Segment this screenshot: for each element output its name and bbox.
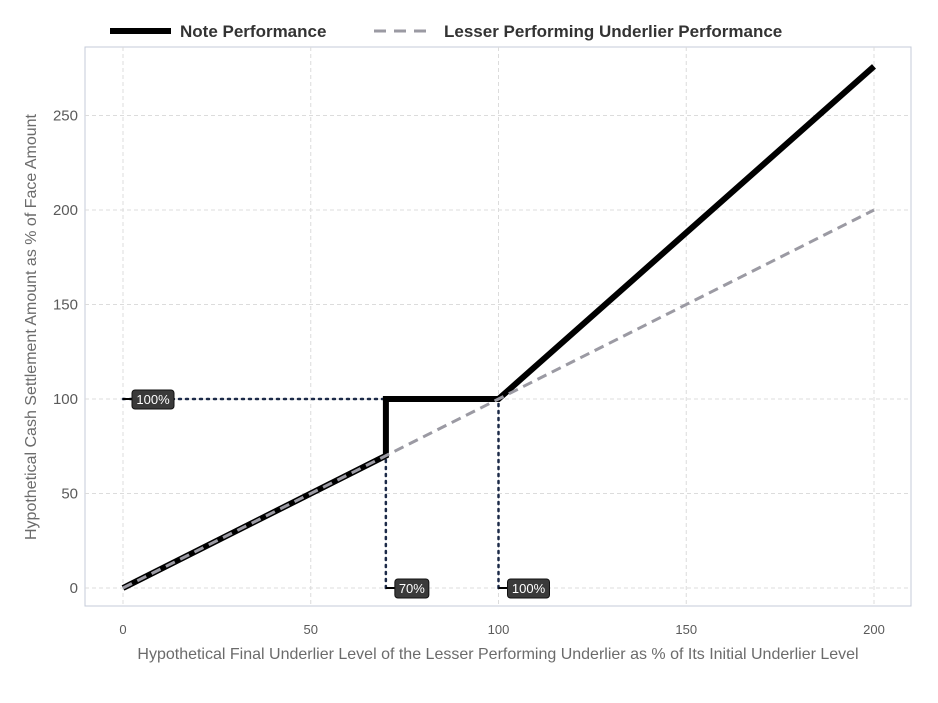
- y-tick-label: 250: [53, 108, 78, 125]
- gridlines: [85, 47, 911, 606]
- y-axis-ticks: 0 50 100 150 200 250: [53, 108, 78, 598]
- y-tick-label: 100: [53, 391, 78, 408]
- annotation-badge: [131, 389, 175, 410]
- annotation-badge: [394, 578, 430, 599]
- y-tick-label: 200: [53, 202, 78, 219]
- legend-label-note-performance: Note Performance: [180, 22, 326, 41]
- x-axis-ticks: 0 50 100 150 200: [119, 622, 884, 637]
- annotation-label: 100%: [512, 581, 546, 596]
- x-tick-label: 150: [675, 622, 697, 637]
- annotation-badge: [507, 578, 550, 599]
- annotation-layer: 100% 70% 100%: [123, 389, 550, 599]
- x-axis-title: Hypothetical Final Underlier Level of th…: [137, 646, 858, 663]
- annotation-label: 100%: [136, 392, 170, 407]
- y-tick-label: 50: [61, 486, 78, 503]
- series-line-underlier-performance: [122, 208, 875, 590]
- legend-label-underlier-performance: Lesser Performing Underlier Performance: [444, 22, 782, 41]
- annotation-label: 70%: [399, 581, 425, 596]
- reference-lines: [121, 397, 500, 590]
- x-tick-label: 200: [863, 622, 885, 637]
- series-layer: [121, 64, 876, 591]
- x-tick-label: 100: [488, 622, 510, 637]
- x-tick-label: 50: [304, 622, 318, 637]
- y-axis-title: Hypothetical Cash Settlement Amount as %…: [23, 113, 40, 540]
- y-tick-label: 0: [70, 580, 78, 597]
- x-tick-label: 0: [119, 622, 126, 637]
- y-tick-label: 150: [53, 297, 78, 314]
- legend: Note Performance Lesser Performing Under…: [110, 22, 782, 41]
